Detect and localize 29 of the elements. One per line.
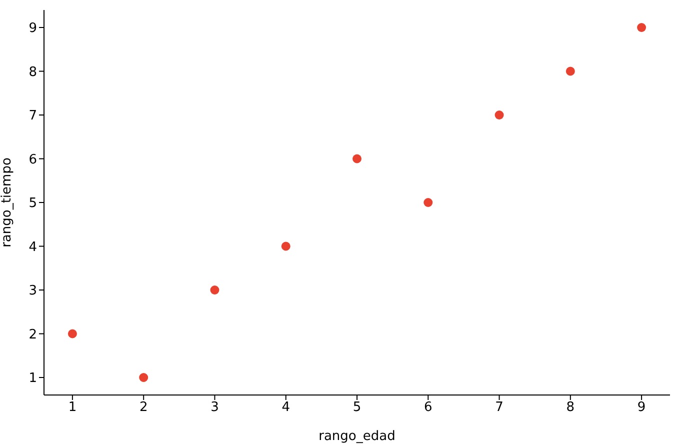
point (494, 110, 504, 120)
x-tick-label: 5 (352, 400, 362, 416)
x-axis-title: rango_edad (318, 429, 396, 444)
point (566, 66, 575, 76)
point (637, 23, 646, 32)
x-tick-label: 2 (139, 400, 148, 416)
y-tick-label: 8 (28, 64, 37, 80)
point (424, 198, 433, 207)
y-tick-label: 6 (28, 152, 37, 168)
y-tick-label: 3 (28, 284, 37, 299)
point (68, 329, 77, 338)
x-tick-label: 3 (210, 400, 219, 416)
x-tick-label: 1 (68, 400, 77, 416)
y-tick-label: 7 (28, 108, 37, 124)
y-tick-label: 9 (28, 21, 37, 36)
x-tick-label: 7 (495, 400, 504, 416)
x-tick-label: 9 (637, 400, 646, 416)
y-tick-label: 4 (28, 240, 37, 255)
x-tick-label: 6 (424, 400, 432, 416)
point (352, 154, 362, 164)
y-tick-label: 1 (28, 371, 37, 386)
x-tick-label: 8 (566, 400, 575, 416)
point (139, 373, 148, 382)
point (210, 286, 220, 294)
y-tick-label: 5 (28, 196, 37, 212)
y-axis-title: rango_tiempo (0, 158, 15, 248)
y-tick-label: 2 (28, 327, 37, 342)
point (281, 242, 290, 251)
x-tick-label: 4 (282, 400, 290, 416)
